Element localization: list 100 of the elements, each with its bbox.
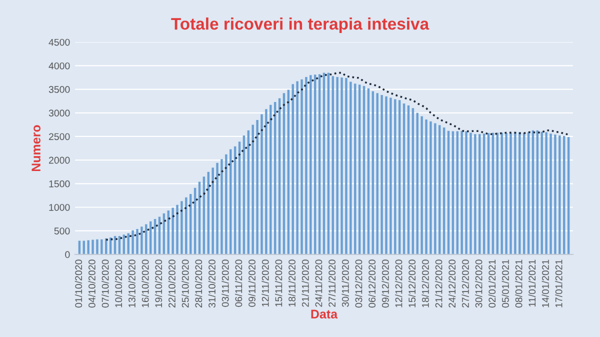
x-axis-title: Data — [311, 310, 338, 319]
bar — [180, 201, 183, 254]
bar — [562, 136, 566, 254]
bar — [416, 112, 418, 254]
bar — [92, 240, 94, 254]
y-tick-label: 1500 — [49, 180, 70, 188]
x-tick-label: 11/01/2021 — [528, 260, 536, 306]
x-tick-label: 06/11/2020 — [234, 260, 242, 307]
bar — [216, 162, 218, 254]
bar — [100, 239, 103, 254]
x-tick-label: 21/11/2020 — [302, 260, 309, 307]
x-tick-label: 21/12/2020 — [435, 260, 442, 308]
bar — [442, 128, 446, 254]
bar — [336, 77, 338, 254]
bar — [385, 96, 388, 254]
bar — [300, 79, 303, 254]
x-tick-label: 10/10/2020 — [114, 260, 122, 308]
bar — [327, 72, 330, 254]
x-tick-label: 19/10/2020 — [154, 260, 162, 308]
chart-title: Totale ricoveri in terapia intesiva — [171, 18, 430, 34]
bar — [136, 228, 138, 254]
y-axis-title: Numero — [32, 125, 40, 172]
bar — [372, 91, 374, 254]
bar — [345, 78, 348, 254]
bar — [367, 88, 370, 254]
y-tick-label: 3000 — [48, 110, 70, 117]
y-tick-label: 0 — [65, 251, 70, 258]
x-tick-label: 03/12/2020 — [355, 260, 362, 308]
bar — [87, 240, 90, 254]
bar — [500, 132, 503, 254]
bar — [318, 74, 321, 254]
x-tick-label: 27/11/2020 — [328, 260, 336, 307]
bar — [132, 230, 134, 254]
bar — [465, 131, 468, 254]
bar — [252, 124, 254, 254]
bar — [332, 76, 334, 254]
x-tick-label: 28/10/2020 — [194, 260, 202, 308]
bar — [340, 78, 343, 254]
x-tick-label: 01/10/2020 — [74, 260, 82, 308]
bar — [127, 233, 130, 254]
y-tick-label: 500 — [54, 228, 70, 234]
bar — [260, 114, 263, 254]
bar — [510, 133, 512, 254]
x-tick-label: 09/11/2020 — [248, 260, 256, 307]
bar — [354, 84, 356, 254]
x-tick-label: 25/10/2020 — [182, 260, 189, 308]
x-tick-label: 09/12/2020 — [382, 260, 389, 308]
y-tick-label: 3500 — [48, 86, 70, 93]
bar — [398, 100, 401, 254]
bar — [558, 136, 561, 254]
bar — [296, 81, 298, 254]
x-tick-label: 22/10/2020 — [168, 260, 176, 308]
bar — [225, 154, 228, 254]
bar — [430, 121, 432, 254]
bar — [322, 72, 326, 254]
x-tick-label: 07/10/2020 — [102, 260, 109, 308]
bar — [390, 98, 392, 254]
x-tick-label: 15/11/2020 — [275, 260, 282, 306]
bar — [394, 99, 396, 254]
bar — [518, 132, 521, 254]
bar — [482, 134, 486, 254]
x-tick-label: 12/11/2020 — [262, 260, 269, 306]
bar — [505, 133, 508, 254]
bar — [185, 197, 188, 254]
bar — [567, 136, 570, 254]
bar — [434, 123, 436, 254]
bar — [496, 132, 499, 254]
bar — [376, 93, 378, 254]
y-tick-label: 2500 — [49, 133, 70, 140]
x-tick-label: 18/12/2020 — [422, 260, 429, 308]
bar — [230, 149, 232, 254]
x-tick-label: 03/11/2020 — [222, 260, 229, 307]
x-tick-label: 18/11/2020 — [288, 260, 296, 306]
bar — [265, 109, 268, 254]
bar — [358, 84, 361, 254]
bar — [305, 77, 308, 254]
bar — [256, 120, 258, 254]
bar — [362, 86, 366, 254]
x-tick-label: 30/12/2020 — [475, 260, 482, 308]
y-tick-label: 4000 — [48, 62, 70, 70]
bar — [474, 134, 476, 254]
bar — [487, 133, 490, 254]
bar — [554, 134, 556, 254]
x-tick-label: 15/12/2020 — [408, 260, 416, 308]
x-tick-label: 31/10/2020 — [208, 260, 216, 308]
bar — [220, 159, 223, 254]
bar — [545, 132, 548, 254]
x-tick-label: 14/01/2021 — [542, 260, 549, 308]
y-tick-label: 4500 — [48, 38, 70, 46]
x-tick-label: 24/12/2020 — [448, 260, 456, 308]
x-tick-label: 05/01/2021 — [502, 260, 509, 308]
x-tick-label: 08/01/2021 — [515, 260, 522, 308]
x-tick-label: 04/10/2020 — [88, 260, 96, 308]
bar — [172, 208, 174, 254]
y-tick-label: 1000 — [49, 204, 70, 211]
bar — [212, 168, 214, 254]
bar — [96, 239, 98, 254]
bar — [402, 103, 406, 254]
bar — [438, 125, 441, 254]
bar — [310, 75, 312, 254]
